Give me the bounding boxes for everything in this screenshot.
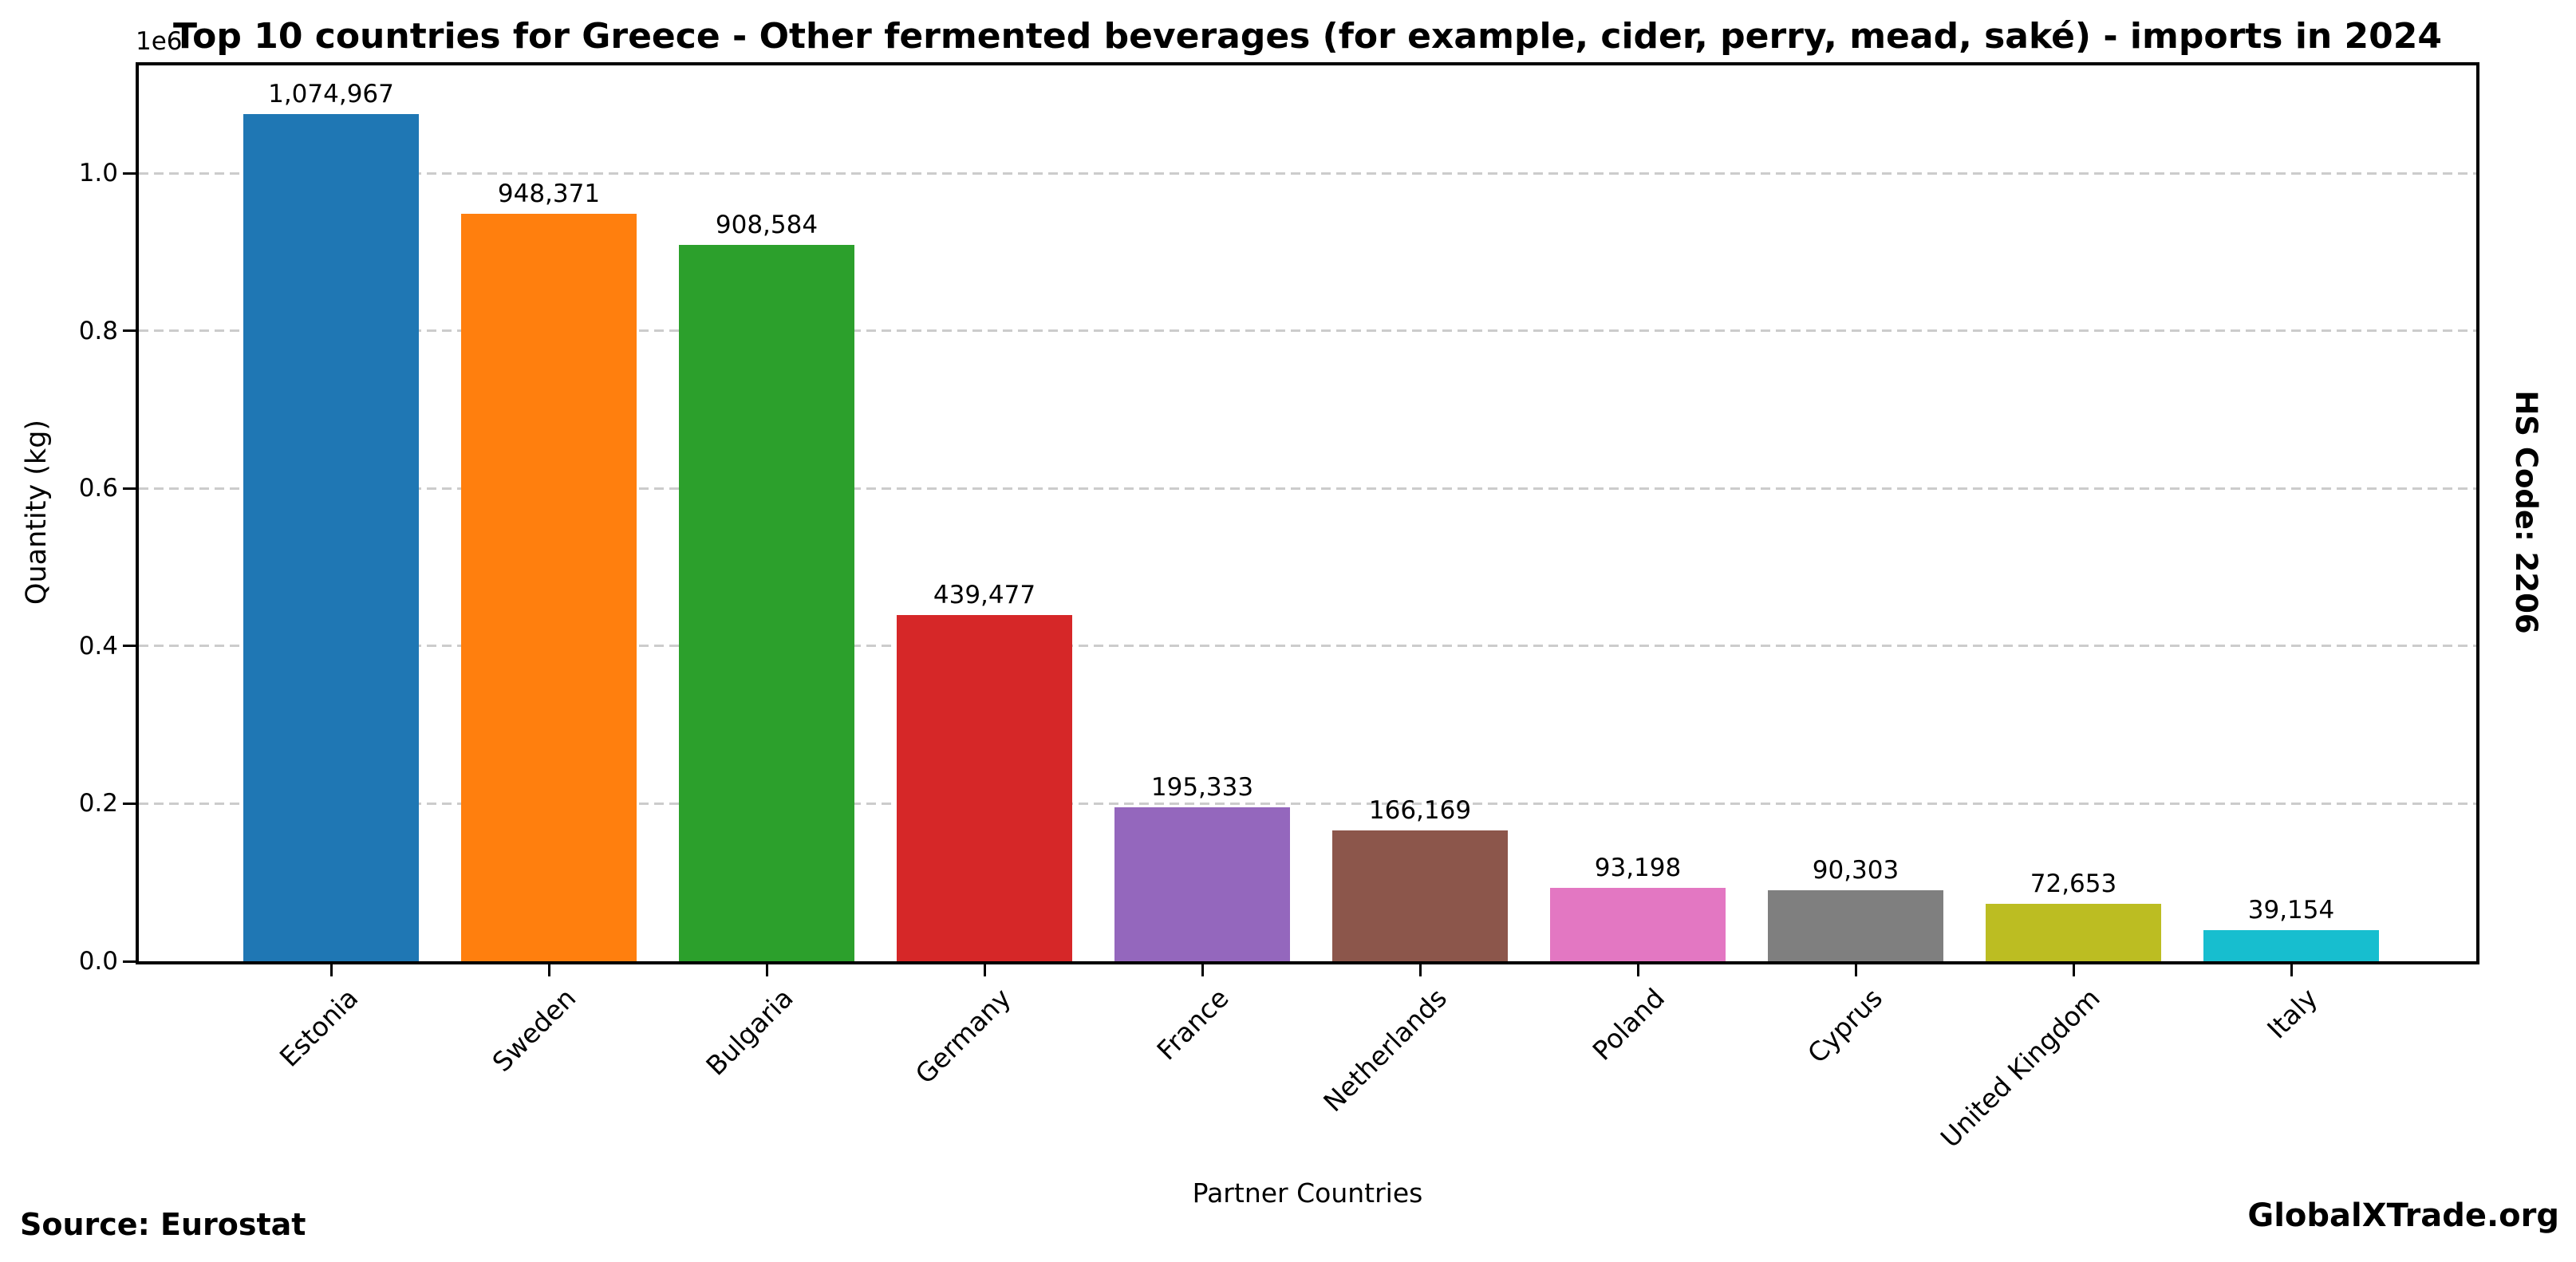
x-tick [1636, 964, 1639, 976]
gridline [139, 329, 2476, 333]
y-tick [123, 172, 136, 175]
bar-cyprus [1768, 890, 1943, 961]
x-tick-label-united-kingdom: United Kingdom [1934, 982, 2106, 1154]
x-tick [1201, 964, 1204, 976]
y-tick [123, 802, 136, 805]
y-tick-label: 1.0 [78, 159, 118, 187]
bar-value-label: 948,371 [497, 179, 601, 208]
source-label: Source: Eurostat [20, 1207, 306, 1242]
bar-netherlands [1332, 830, 1508, 961]
x-tick [765, 964, 768, 976]
x-tick-label-netherlands: Netherlands [1317, 982, 1453, 1118]
x-tick-label-sweden: Sweden [486, 982, 582, 1079]
y-tick [123, 329, 136, 333]
y-tick-label: 0.8 [78, 316, 118, 345]
y-tick [123, 645, 136, 648]
y-tick-label: 0.4 [78, 631, 118, 661]
plot-area [136, 62, 2479, 964]
x-tick-label-italy: Italy [2261, 982, 2324, 1045]
bar-estonia [243, 114, 419, 961]
x-axis-label: Partner Countries [1192, 1177, 1423, 1209]
x-tick [983, 964, 986, 976]
x-tick-label-france: France [1150, 982, 1235, 1067]
bar-value-label: 908,584 [715, 211, 819, 239]
x-tick-label-estonia: Estonia [273, 982, 364, 1073]
bar-value-label: 439,477 [933, 581, 1036, 609]
hs-code-label: HS Code: 2206 [2509, 390, 2543, 634]
bar-value-label: 72,653 [2030, 870, 2117, 898]
x-tick-label-cyprus: Cyprus [1801, 982, 1888, 1070]
x-tick [329, 964, 333, 976]
y-tick-label: 0.2 [78, 789, 118, 818]
bar-value-label: 39,154 [2247, 896, 2335, 925]
brand-label: GlobalXTrade.org [2247, 1197, 2559, 1234]
y-tick [123, 960, 136, 963]
x-tick [2290, 964, 2293, 976]
chart-title: Top 10 countries for Greece - Other ferm… [172, 16, 2442, 57]
y-tick [123, 487, 136, 490]
x-tick [547, 964, 550, 976]
gridline [139, 487, 2476, 490]
bar-poland [1550, 888, 1726, 961]
bar-value-label: 166,169 [1368, 796, 1472, 825]
gridline [139, 645, 2476, 648]
bar-germany [897, 615, 1072, 961]
bar-italy [2203, 930, 2379, 961]
y-tick-label: 0.6 [78, 474, 118, 503]
x-tick [2072, 964, 2075, 976]
x-tick-label-poland: Poland [1586, 982, 1671, 1067]
bar-value-label: 90,303 [1812, 856, 1899, 885]
y-tick-label: 0.0 [78, 947, 118, 976]
gridline [139, 172, 2476, 175]
bar-value-label: 1,074,967 [268, 80, 394, 108]
x-tick-label-germany: Germany [909, 982, 1017, 1090]
y-axis-offset-label: 1e6 [136, 27, 183, 56]
bar-united-kingdom [1986, 904, 2161, 961]
bar-value-label: 93,198 [1594, 854, 1682, 882]
x-tick [1418, 964, 1422, 976]
x-tick [1854, 964, 1857, 976]
bar-france [1114, 807, 1290, 961]
bar-value-label: 195,333 [1150, 773, 1254, 802]
bar-bulgaria [679, 245, 854, 961]
y-axis-label: Quantity (kg) [21, 419, 53, 605]
bar-sweden [461, 214, 637, 961]
x-tick-label-bulgaria: Bulgaria [700, 982, 799, 1082]
gridline [139, 802, 2476, 805]
